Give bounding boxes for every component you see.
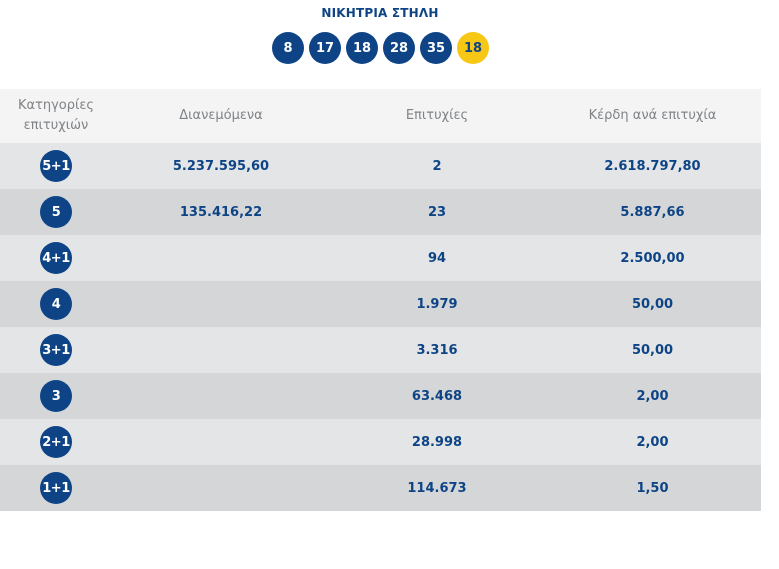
winners-count: 23 [427,204,447,220]
prize-table: Κατηγορίες επιτυχιών Διανεμόμενα Επιτυχί… [0,89,761,511]
bonus-number-ball: 18 [457,32,489,64]
header-winners: Επιτυχίες [405,108,469,123]
winning-number-ball: 28 [383,32,415,64]
prize-per-winner: 2.618.797,80 [604,158,701,174]
table-row: 5+1 5.237.595,60 2 2.618.797,80 [0,143,761,189]
winners-count: 1.979 [416,296,458,312]
winners-count: 114.673 [407,480,467,496]
winning-number-ball: 35 [420,32,452,64]
prize-per-winner: 50,00 [631,342,674,358]
category-badge: 2+1 [40,426,72,458]
winners-count: 94 [427,250,447,266]
winners-count: 3.316 [416,342,458,358]
distributed-amount: 135.416,22 [179,204,263,220]
prize-per-winner: 2,00 [636,434,669,450]
table-row: 3 63.468 2,00 [0,373,761,419]
winners-count: 28.998 [411,434,463,450]
prize-per-winner: 2.500,00 [620,250,685,266]
category-badge: 3 [40,380,72,412]
prize-per-winner: 1,50 [636,480,669,496]
winners-count: 63.468 [411,388,463,404]
category-badge: 5 [40,196,72,228]
winning-numbers: 8 17 18 28 35 18 [272,32,489,64]
table-row: 2+1 28.998 2,00 [0,419,761,465]
header-distributed: Διανεμόμενα [179,108,263,123]
winning-number-ball: 18 [346,32,378,64]
table-row: 1+1 114.673 1,50 [0,465,761,511]
prize-table-header: Κατηγορίες επιτυχιών Διανεμόμενα Επιτυχί… [0,89,761,143]
winning-number-ball: 17 [309,32,341,64]
winning-column-title: ΝΙΚΗΤΡΙΑ ΣΤΗΛΗ [321,6,439,20]
prize-per-winner: 5.887,66 [620,204,685,220]
header-categories-line1: Κατηγορίες [17,98,95,113]
header-prize: Κέρδη ανά επιτυχία [588,108,717,123]
prize-per-winner: 2,00 [636,388,669,404]
category-badge: 4+1 [40,242,72,274]
category-badge: 1+1 [40,472,72,504]
table-row: 5 135.416,22 23 5.887,66 [0,189,761,235]
category-badge: 3+1 [40,334,72,366]
header-categories-line2: επιτυχιών [23,118,89,133]
table-row: 4+1 94 2.500,00 [0,235,761,281]
prize-per-winner: 50,00 [631,296,674,312]
header-categories: Κατηγορίες επιτυχιών [0,96,112,136]
winning-number-ball: 8 [272,32,304,64]
winners-count: 2 [432,158,442,174]
table-row: 3+1 3.316 50,00 [0,327,761,373]
category-badge: 4 [40,288,72,320]
distributed-amount: 5.237.595,60 [172,158,270,174]
category-badge: 5+1 [40,150,72,182]
table-row: 4 1.979 50,00 [0,281,761,327]
